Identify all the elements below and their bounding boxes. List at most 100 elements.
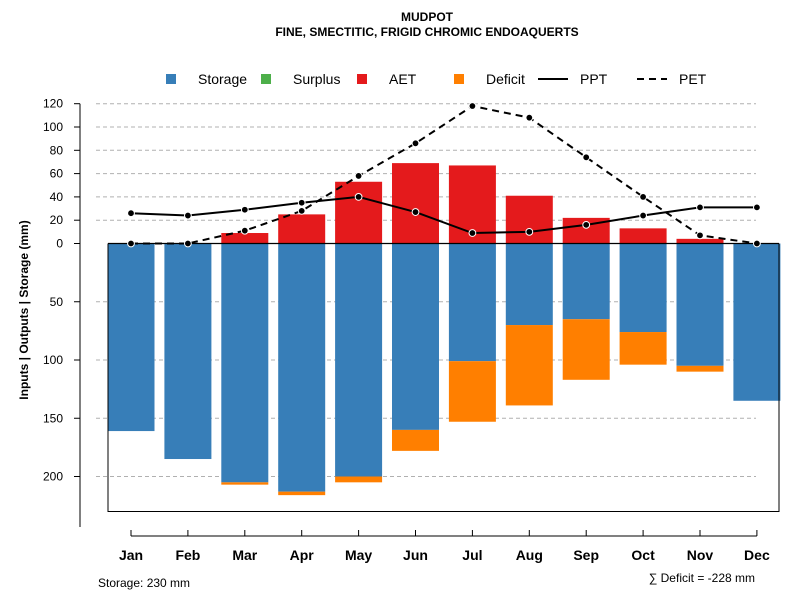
x-tick-label: Jun: [403, 547, 428, 563]
y-tick-label: 100: [43, 120, 63, 134]
ppt-point: [184, 211, 192, 220]
aet-legend-swatch: [357, 74, 367, 84]
x-tick-label: Aug: [516, 547, 543, 563]
x-tick-label: Sep: [573, 547, 599, 563]
y-tick-label: 20: [50, 213, 64, 227]
aet-bar: [278, 214, 326, 244]
storage-bar: [107, 243, 155, 432]
aet-bar: [221, 233, 269, 244]
x-tick-label: Dec: [744, 547, 770, 563]
ppt-point: [127, 209, 135, 218]
ppt-point: [582, 220, 591, 229]
ppt-point: [297, 198, 306, 207]
storage-bar: [562, 243, 610, 320]
x-tick-label: Apr: [290, 547, 315, 563]
ppt-point: [411, 208, 420, 216]
ppt-point: [696, 203, 704, 212]
storage-bar: [676, 243, 724, 366]
deficit-bar: [448, 361, 496, 422]
surplus-legend-label: Surplus: [293, 71, 340, 87]
aet-bar: [619, 228, 667, 244]
deficit-bar: [335, 476, 383, 483]
deficit-bar: [278, 491, 326, 496]
x-tick-label: May: [345, 547, 372, 563]
y-tick-label: 40: [50, 190, 64, 204]
storage-bar: [619, 243, 667, 333]
storage-bar: [448, 243, 496, 362]
legend: Storage Surplus AET Deficit PPT PET: [166, 71, 707, 87]
y-tick-label: 60: [50, 167, 64, 181]
storage-bar: [221, 243, 269, 483]
ppt-point: [753, 203, 761, 212]
y-tick-label: 200: [43, 470, 63, 484]
y-tick-label: 50: [50, 295, 64, 309]
deficit-bar: [392, 429, 439, 451]
storage-bar: [505, 243, 553, 326]
footer-deficit: ∑ Deficit = -228 mm: [649, 571, 755, 585]
deficit-bar: [619, 332, 667, 365]
x-tick-label: Nov: [687, 547, 714, 563]
y-axis: 0 20 40 60 80 100 120 50 100 150 200: [43, 97, 81, 527]
footer-storage: Storage: 230 mm: [98, 576, 190, 590]
deficit-bar: [676, 365, 724, 372]
storage-bar: [392, 243, 439, 430]
y-tick-label: 100: [43, 353, 63, 367]
ppt-legend-label: PPT: [580, 71, 608, 87]
bars: [107, 163, 781, 496]
pet-point: [468, 102, 477, 110]
x-axis: Jan Feb Mar Apr May Jun Jul Aug Sep Oct Nov Dec: [119, 530, 770, 563]
x-tick-label: Oct: [631, 547, 655, 563]
y-tick-label: 80: [50, 143, 64, 157]
ppt-point: [354, 193, 363, 201]
storage-bar: [164, 243, 212, 460]
pet-point: [639, 193, 647, 201]
ppt-point: [468, 229, 477, 237]
ppt-point: [525, 227, 534, 236]
aet-bar: [335, 181, 383, 244]
y-tick-label: 150: [43, 411, 63, 425]
pet-line: [131, 104, 758, 245]
storage-bar: [278, 243, 326, 492]
pet-legend-label: PET: [679, 71, 707, 87]
pet-point: [184, 239, 192, 248]
pet-point: [411, 139, 420, 148]
deficit-bar: [221, 482, 269, 485]
storage-bar: [335, 243, 383, 477]
ppt-point: [240, 205, 249, 214]
chart-subtitle: FINE, SMECTITIC, FRIGID CHROMIC ENDOAQUE…: [275, 25, 578, 39]
plot-frame: [107, 242, 780, 512]
plot-border: [107, 243, 780, 512]
storage-legend-label: Storage: [198, 71, 247, 87]
pet-point: [525, 113, 534, 122]
x-tick-label: Jul: [462, 547, 482, 563]
surplus-legend-swatch: [261, 74, 271, 84]
pet-point: [582, 153, 591, 162]
deficit-legend-swatch: [454, 74, 464, 84]
deficit-bar: [505, 325, 553, 406]
pet-point: [753, 239, 761, 248]
ppt-point: [639, 211, 647, 220]
y-axis-label: Inputs | Outputs | Storage (mm): [17, 220, 31, 399]
series-lines: [127, 102, 761, 248]
chart-title: MUDPOT: [401, 10, 454, 24]
pet-point: [696, 231, 704, 240]
aet-bar: [392, 163, 439, 244]
pet-point: [127, 239, 135, 248]
x-tick-label: Jan: [119, 547, 143, 563]
storage-legend-swatch: [166, 74, 176, 84]
pet-point: [354, 172, 363, 180]
aet-bar: [676, 238, 724, 244]
y-tick-label: 0: [56, 237, 63, 251]
x-tick-label: Feb: [175, 547, 200, 563]
aet-bar: [505, 195, 553, 244]
storage-bar: [733, 243, 781, 401]
x-tick-label: Mar: [232, 547, 257, 563]
aet-legend-label: AET: [389, 71, 417, 87]
pet-point: [297, 206, 306, 215]
ppt-line: [130, 195, 757, 235]
deficit-legend-label: Deficit: [486, 71, 525, 87]
pet-point: [240, 226, 249, 235]
deficit-bar: [562, 319, 610, 380]
y-tick-label: 120: [43, 97, 63, 111]
